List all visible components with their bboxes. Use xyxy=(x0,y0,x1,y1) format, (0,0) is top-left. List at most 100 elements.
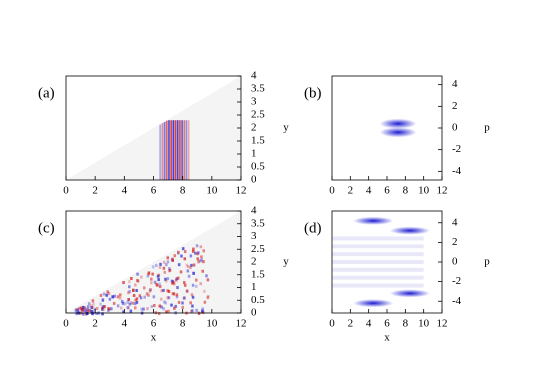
wave-cell xyxy=(153,304,156,308)
wave-cell xyxy=(74,308,78,312)
x-tick-label: 4 xyxy=(122,318,128,330)
wave-cell xyxy=(197,312,201,316)
wave-cell xyxy=(129,301,133,305)
wave-cell xyxy=(173,306,176,310)
wave-cell xyxy=(149,288,152,292)
wave-cell xyxy=(195,244,199,248)
wigner-band xyxy=(332,260,424,264)
x-tick-label: 2 xyxy=(348,318,354,330)
wave-cell xyxy=(147,293,150,297)
wave-cell xyxy=(119,293,122,297)
domain-wedge xyxy=(66,76,241,180)
wave-cell xyxy=(175,295,179,299)
wave-cell xyxy=(155,282,158,286)
y-tick-label: -2 xyxy=(452,275,461,287)
wave-cell xyxy=(120,299,124,303)
wave-cell xyxy=(134,283,137,287)
y-tick-label: -4 xyxy=(452,295,462,307)
y-tick-label: 2.5 xyxy=(251,109,265,121)
wave-stripe xyxy=(161,123,164,180)
y-axis-label: y xyxy=(283,122,289,134)
wave-cell xyxy=(95,312,98,316)
x-tick-label: 0 xyxy=(63,318,69,330)
wave-cell xyxy=(108,297,112,301)
y-tick-label: 2.5 xyxy=(251,243,265,255)
wave-cell xyxy=(158,282,161,286)
wave-cell xyxy=(170,279,174,283)
wave-cell xyxy=(83,306,87,310)
wave-cell xyxy=(191,295,195,299)
wave-cell xyxy=(185,289,189,293)
wave-cell xyxy=(162,260,166,264)
wave-cell xyxy=(89,310,93,314)
wave-cell xyxy=(174,304,177,308)
wave-cell xyxy=(192,271,195,275)
x-tick-label: 12 xyxy=(437,185,448,197)
wave-cell xyxy=(82,305,85,309)
wave-cell xyxy=(86,308,90,312)
y-tick-label: 0 xyxy=(452,122,458,134)
wave-cell xyxy=(194,251,197,255)
wave-cell xyxy=(201,309,204,313)
wave-cell xyxy=(136,272,139,276)
wave-cell xyxy=(163,270,167,274)
wave-cell xyxy=(146,274,150,278)
wave-cell xyxy=(191,283,195,287)
wave-cell xyxy=(205,274,208,278)
wave-cell xyxy=(148,289,152,293)
domain-wedge xyxy=(66,211,241,313)
wave-stripe xyxy=(165,120,168,180)
x-tick-label: 0 xyxy=(329,318,335,330)
wigner-band xyxy=(332,267,424,272)
wave-cell xyxy=(143,295,146,299)
wave-cell xyxy=(171,257,174,261)
x-tick-label: 10 xyxy=(418,318,430,330)
wave-cell xyxy=(95,307,99,311)
wave-cell xyxy=(81,308,85,312)
wave-cell xyxy=(127,291,130,295)
x-axis-label: x xyxy=(384,332,390,344)
wave-cell xyxy=(183,283,187,287)
wave-cell xyxy=(176,286,179,290)
wave-cell xyxy=(87,302,91,306)
wave-stripe xyxy=(179,120,181,180)
wave-cell xyxy=(99,302,102,306)
wave-stripe xyxy=(172,120,175,180)
wigner-blob xyxy=(379,127,417,138)
y-tick-label: 1.5 xyxy=(251,135,265,147)
wave-cell xyxy=(128,290,131,294)
wave-cell xyxy=(192,271,195,275)
wave-cell xyxy=(171,292,174,296)
wave-cell xyxy=(181,305,185,309)
plot-frame xyxy=(331,75,443,181)
wave-cell xyxy=(150,281,153,285)
wave-cell xyxy=(147,272,150,276)
x-tick-label: 8 xyxy=(180,318,186,330)
wave-cell xyxy=(121,301,125,305)
wave-cell xyxy=(186,269,190,273)
wigner-blob xyxy=(353,216,394,225)
y-tick-label: 4 xyxy=(251,205,257,217)
wave-cell xyxy=(172,292,176,296)
wave-cell xyxy=(107,292,111,296)
wave-cell xyxy=(139,296,143,300)
wave-cell xyxy=(177,250,180,254)
wave-cell xyxy=(74,309,78,313)
wave-cell xyxy=(132,294,136,298)
wave-cell xyxy=(179,270,183,274)
wave-cell xyxy=(76,309,80,313)
wave-cell xyxy=(187,274,191,278)
wave-cell xyxy=(80,311,83,315)
wave-cell xyxy=(113,294,116,298)
wave-cell xyxy=(206,296,210,300)
wave-cell xyxy=(149,288,152,292)
wave-cell xyxy=(171,281,174,285)
wave-cell xyxy=(166,289,169,293)
wave-cell xyxy=(102,292,106,296)
x-tick-label: 2 xyxy=(92,318,98,330)
wave-cell xyxy=(101,299,105,303)
wave-cell xyxy=(151,265,155,269)
panel-label: (b) xyxy=(304,85,322,101)
wave-cell xyxy=(132,289,135,293)
wave-cell xyxy=(129,309,133,313)
